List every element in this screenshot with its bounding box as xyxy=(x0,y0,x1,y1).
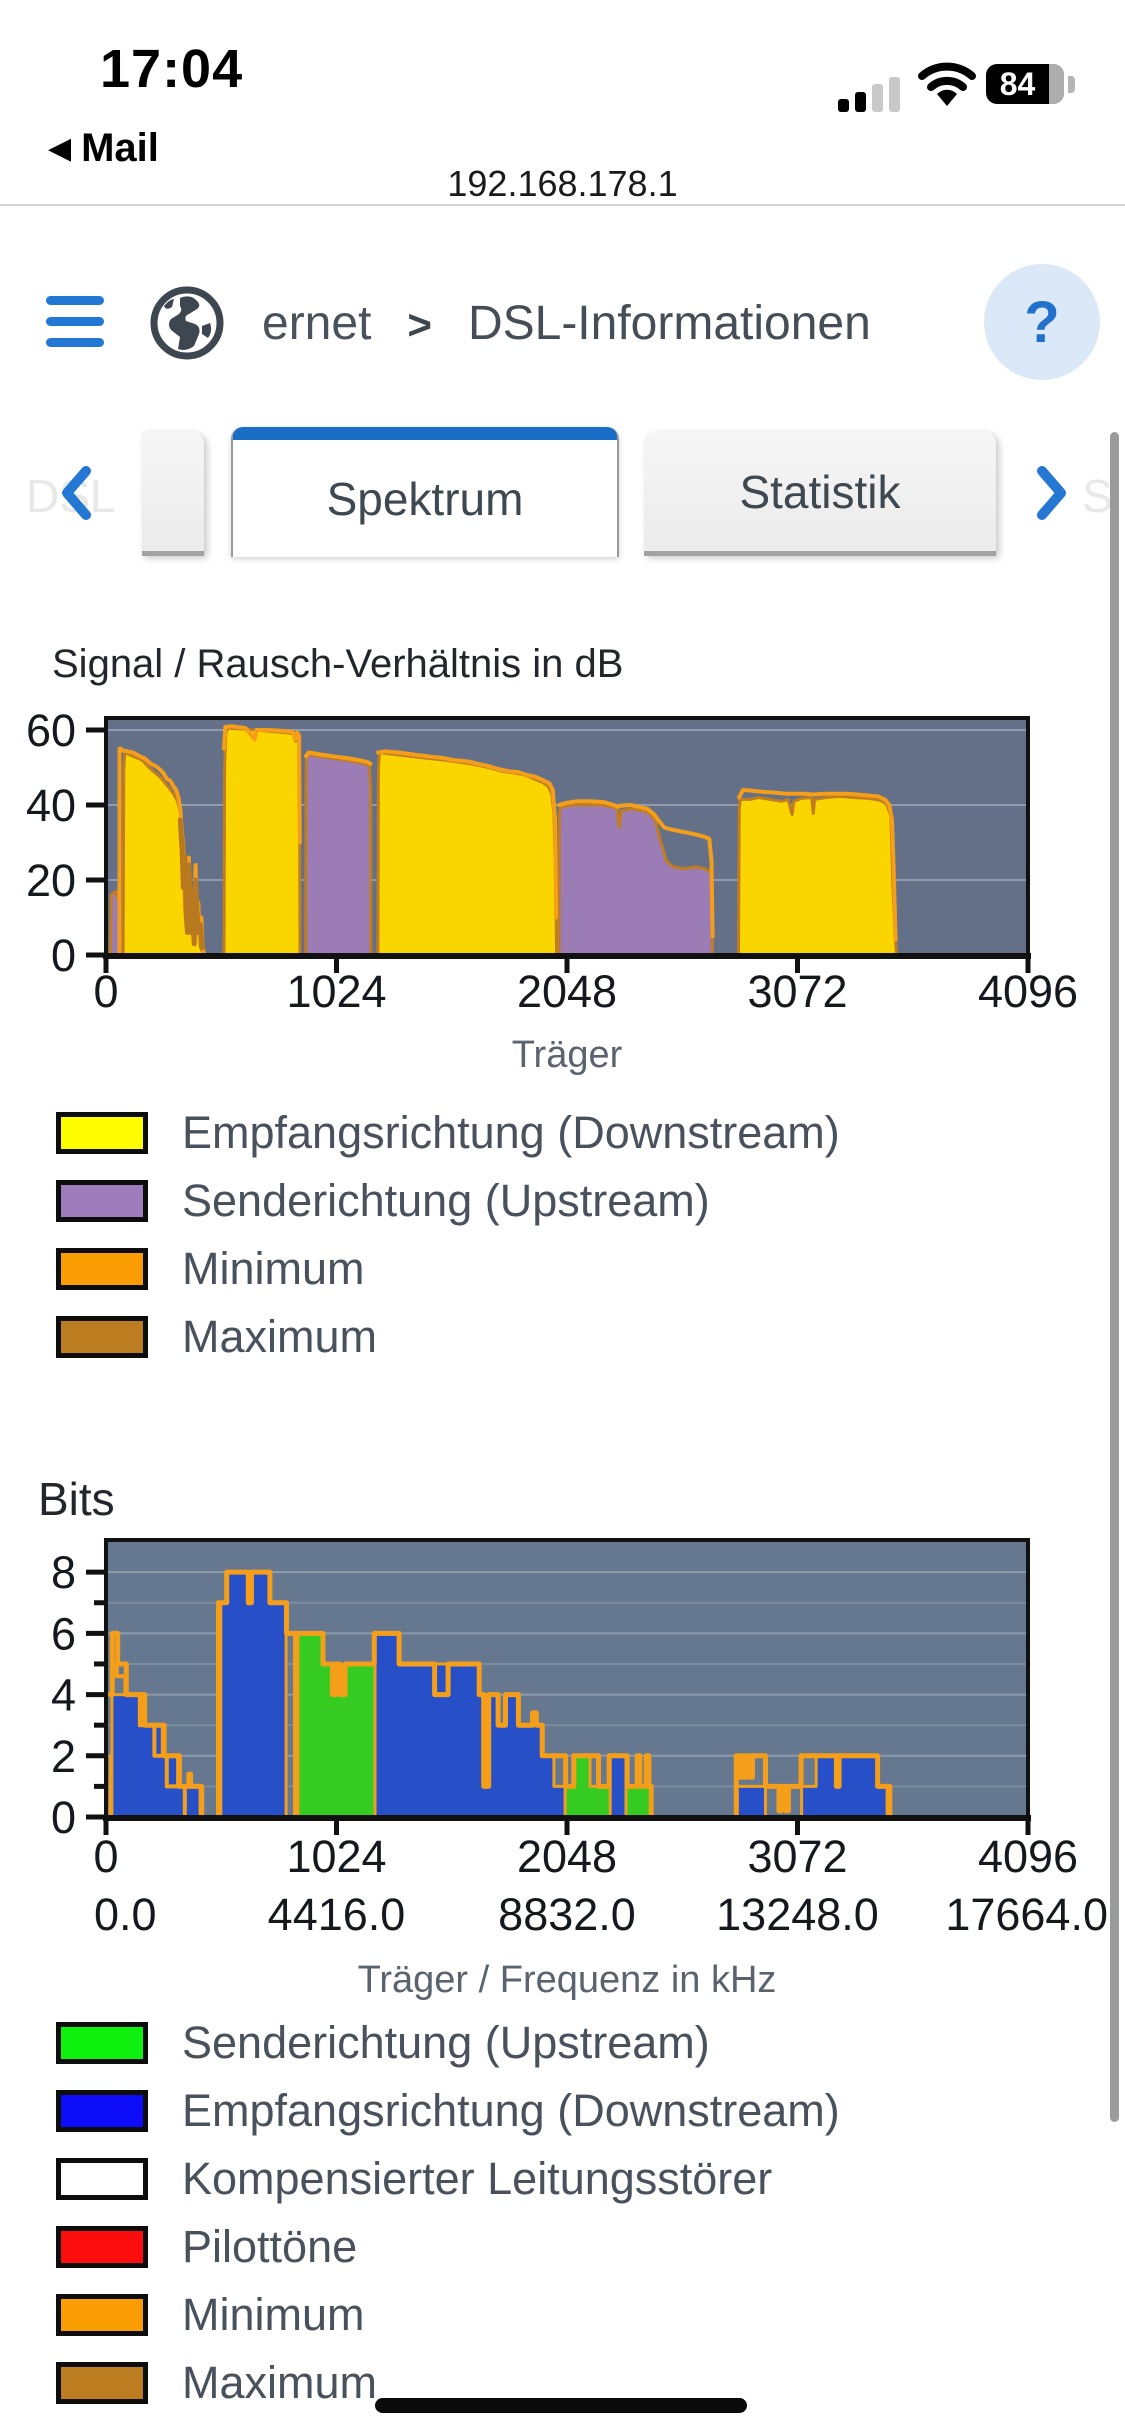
svg-text:13248.0: 13248.0 xyxy=(716,1889,879,1940)
address-bar[interactable]: 192.168.178.1 xyxy=(447,163,678,204)
svg-text:0: 0 xyxy=(51,1792,76,1843)
svg-text:4096: 4096 xyxy=(978,1831,1078,1882)
legend-item: Senderichtung (Upstream) xyxy=(56,1175,840,1226)
snr-chart-legend: Empfangsrichtung (Downstream) Senderichtu… xyxy=(56,1107,840,1384)
bits-chart-legend: Senderichtung (Upstream) Empfangsrichtung… xyxy=(56,2017,840,2430)
tab-spektrum[interactable]: Spektrum xyxy=(231,427,619,557)
legend-item: Maximum xyxy=(56,2357,840,2408)
tab-statistik[interactable]: Statistik xyxy=(644,432,996,556)
svg-text:4: 4 xyxy=(51,1670,76,1721)
tab-statistik-label: Statistik xyxy=(739,465,901,518)
svg-text:Bits: Bits xyxy=(38,1473,115,1525)
legend-label: Maximum xyxy=(182,2357,378,2408)
legend-swatch xyxy=(56,1316,148,1358)
legend-label: Empfangsrichtung (Downstream) xyxy=(182,2085,840,2136)
svg-text:8832.0: 8832.0 xyxy=(498,1889,636,1940)
legend-item: Pilottöne xyxy=(56,2221,840,2272)
legend-swatch xyxy=(56,2294,148,2336)
legend-swatch xyxy=(56,1180,148,1222)
page-scrollbar[interactable] xyxy=(1110,432,1119,2122)
legend-swatch xyxy=(56,1248,148,1290)
battery-cap xyxy=(1068,76,1075,93)
legend-item: Kompensierter Leitungsstörer xyxy=(56,2153,840,2204)
statusbar-icons: 84 xyxy=(830,60,1090,120)
legend-item: Minimum xyxy=(56,2289,840,2340)
tabs-scroll-left-button[interactable] xyxy=(58,465,94,526)
breadcrumb-chevron: > xyxy=(407,301,432,348)
legend-label: Pilottöne xyxy=(182,2221,358,2272)
wifi-icon xyxy=(918,62,976,113)
svg-text:4096: 4096 xyxy=(978,966,1078,1017)
breadcrumb: ernet > DSL-Informationen xyxy=(262,296,871,351)
breadcrumb-parent[interactable]: ernet xyxy=(262,297,372,350)
battery-percent: 84 xyxy=(999,65,1036,102)
svg-text:0: 0 xyxy=(93,966,118,1017)
svg-text:0: 0 xyxy=(93,1831,118,1882)
tab-spektrum-label: Spektrum xyxy=(326,472,524,525)
legend-label: Senderichtung (Upstream) xyxy=(182,1175,710,1226)
svg-text:4416.0: 4416.0 xyxy=(268,1889,406,1940)
legend-item: Senderichtung (Upstream) xyxy=(56,2017,840,2068)
home-indicator[interactable] xyxy=(375,2398,747,2413)
svg-text:40: 40 xyxy=(26,780,76,831)
legend-item: Empfangsrichtung (Downstream) xyxy=(56,2085,840,2136)
battery-icon: 84 xyxy=(986,64,1064,104)
active-tab-accent xyxy=(233,427,617,440)
tab-previous-edge[interactable] xyxy=(142,432,204,556)
page-title: DSL-Informationen xyxy=(467,297,871,350)
legend-swatch xyxy=(56,2022,148,2064)
svg-text:3072: 3072 xyxy=(747,966,847,1017)
svg-text:0: 0 xyxy=(51,930,76,981)
legend-label: Empfangsrichtung (Downstream) xyxy=(182,1107,840,1158)
back-to-mail-button[interactable]: ◀ Mail xyxy=(48,126,159,171)
legend-swatch xyxy=(56,2226,148,2268)
status-time: 17:04 xyxy=(100,39,244,99)
svg-text:Signal / Rausch-Verhältnis in: Signal / Rausch-Verhältnis in dB xyxy=(52,642,623,686)
tab-bar: DSL Spektrum Statistik S xyxy=(0,427,1125,557)
svg-text:Träger: Träger xyxy=(512,1034,623,1076)
cellular-signal-icon xyxy=(838,77,900,112)
tab-next-partial[interactable]: S xyxy=(1082,470,1113,522)
svg-text:0.0: 0.0 xyxy=(94,1889,157,1940)
snr-spectrum-chart: Signal / Rausch-Verhältnis in dB 0 20 40 60 0… xyxy=(26,642,1078,1076)
legend-label: Maximum xyxy=(182,1311,378,1362)
svg-text:8: 8 xyxy=(51,1547,76,1598)
legend-label: Kompensierter Leitungsstörer xyxy=(182,2153,773,2204)
svg-text:17664.0: 17664.0 xyxy=(945,1889,1108,1940)
legend-label: Minimum xyxy=(182,2289,365,2340)
internet-globe-icon xyxy=(150,286,224,365)
svg-text:1024: 1024 xyxy=(286,1831,386,1882)
legend-swatch xyxy=(56,2090,148,2132)
svg-text:2048: 2048 xyxy=(517,966,617,1017)
menu-button[interactable] xyxy=(46,296,104,348)
svg-text:60: 60 xyxy=(26,705,76,756)
svg-text:6: 6 xyxy=(51,1608,76,1659)
statusbar-divider xyxy=(0,204,1125,206)
svg-text:1024: 1024 xyxy=(286,966,386,1017)
back-label: Mail xyxy=(81,126,159,170)
legend-swatch xyxy=(56,2158,148,2200)
tabs-scroll-right-button[interactable] xyxy=(1034,465,1070,526)
svg-text:20: 20 xyxy=(26,855,76,906)
back-triangle-icon: ◀ xyxy=(48,132,72,165)
legend-swatch xyxy=(56,2362,148,2404)
legend-swatch xyxy=(56,1112,148,1154)
svg-text:2: 2 xyxy=(51,1731,76,1782)
svg-text:Träger / Frequenz in kHz: Träger / Frequenz in kHz xyxy=(358,1959,777,2001)
svg-text:2048: 2048 xyxy=(517,1831,617,1882)
svg-text:3072: 3072 xyxy=(747,1831,847,1882)
legend-label: Minimum xyxy=(182,1243,365,1294)
help-button[interactable]: ? xyxy=(984,264,1100,380)
legend-item: Maximum xyxy=(56,1311,840,1362)
legend-item: Empfangsrichtung (Downstream) xyxy=(56,1107,840,1158)
legend-item: Minimum xyxy=(56,1243,840,1294)
legend-label: Senderichtung (Upstream) xyxy=(182,2017,710,2068)
